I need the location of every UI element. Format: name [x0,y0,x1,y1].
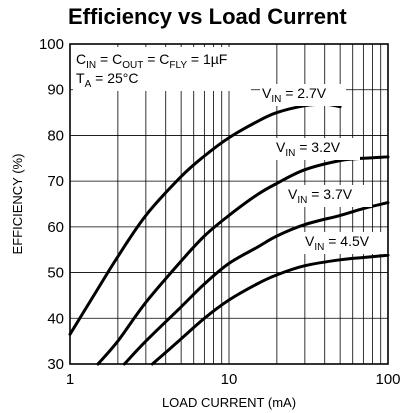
temperature-condition: TA = 25°C [76,70,138,90]
series-label-1: VIN = 2.7V [262,85,327,105]
plot-frame [69,43,389,365]
series-label-bg [286,185,372,207]
series-labels: VIN = 2.7V VIN = 3.2V VIN = 3.7V VIN = 4.5V [260,84,389,254]
y-tick-label: 30 [47,356,64,373]
series-label-3: VIN = 3.7V [288,186,353,206]
series-label-4: VIN = 4.5V [305,233,370,253]
series-label-bg [274,138,360,160]
conditions-bg [73,47,251,91]
x-tick-label: 10 [221,371,238,388]
y-axis-label: EFFICIENCY (%) [10,154,25,255]
y-tick-label: 80 [47,127,64,144]
series-line-2 [96,155,390,366]
y-tick-label: 90 [47,82,64,99]
curves [68,102,390,366]
y-tick-label: 70 [47,173,64,190]
series-line-3 [122,201,390,366]
x-tick-label: 1 [66,371,74,388]
x-tick-label: 100 [375,371,400,388]
series-label-2: VIN = 3.2V [276,139,341,159]
y-tick-label: 100 [39,36,64,53]
chart-title: Efficiency vs Load Current [68,4,347,29]
series-line-4 [150,253,390,366]
capacitor-condition: CIN = COUT = CFLY = 1µF [76,51,227,71]
tick-labels: 1 10 100 30 40 50 60 70 80 90 100 [39,36,401,388]
series-label-bg [260,84,346,106]
y-tick-label: 40 [47,310,64,327]
x-axis-label: LOAD CURRENT (mA) [162,395,296,410]
series-label-bg [303,232,389,254]
y-tick-label: 60 [47,219,64,236]
y-tick-label: 50 [47,265,64,282]
